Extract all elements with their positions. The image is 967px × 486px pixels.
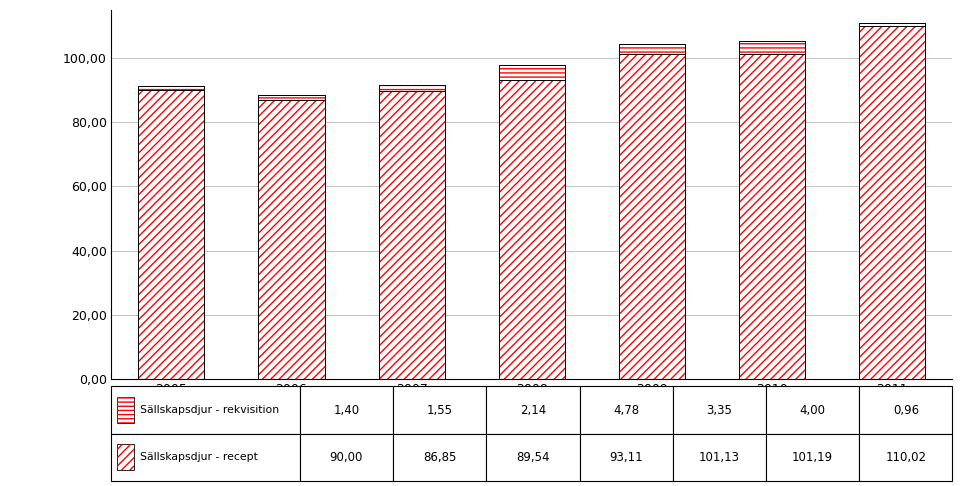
Bar bbox=[379, 91, 445, 379]
Bar bbox=[138, 86, 204, 90]
Bar bbox=[739, 54, 806, 379]
Bar bbox=[860, 386, 952, 434]
Text: 86,85: 86,85 bbox=[423, 451, 456, 464]
Bar bbox=[138, 86, 204, 90]
Bar bbox=[117, 444, 134, 470]
Bar bbox=[673, 434, 766, 481]
Bar bbox=[579, 386, 673, 434]
Text: 110,02: 110,02 bbox=[886, 451, 926, 464]
Bar bbox=[499, 65, 565, 80]
Bar bbox=[379, 85, 445, 91]
Bar bbox=[258, 95, 325, 100]
Bar bbox=[673, 386, 766, 434]
Bar bbox=[499, 65, 565, 80]
Text: 1,55: 1,55 bbox=[426, 403, 453, 417]
Bar bbox=[393, 386, 486, 434]
Text: Sällskapsdjur - rekvisition: Sällskapsdjur - rekvisition bbox=[140, 405, 279, 415]
Bar bbox=[739, 54, 806, 379]
Bar bbox=[379, 85, 445, 91]
Bar bbox=[258, 95, 325, 100]
Text: 2,14: 2,14 bbox=[519, 403, 546, 417]
Bar bbox=[111, 434, 300, 481]
Bar bbox=[379, 91, 445, 379]
Bar bbox=[138, 90, 204, 379]
Text: 101,19: 101,19 bbox=[792, 451, 834, 464]
Bar bbox=[739, 41, 806, 54]
Bar bbox=[579, 434, 673, 481]
Text: 89,54: 89,54 bbox=[516, 451, 549, 464]
Text: 4,78: 4,78 bbox=[613, 403, 639, 417]
Bar bbox=[860, 26, 925, 379]
Bar bbox=[111, 386, 300, 434]
Bar bbox=[739, 41, 806, 54]
Bar bbox=[860, 23, 925, 26]
Bar bbox=[860, 23, 925, 26]
Bar bbox=[486, 434, 579, 481]
Bar bbox=[258, 100, 325, 379]
Bar bbox=[486, 386, 579, 434]
Text: 90,00: 90,00 bbox=[330, 451, 363, 464]
Bar bbox=[619, 54, 685, 379]
Bar bbox=[117, 444, 134, 470]
Text: 93,11: 93,11 bbox=[609, 451, 643, 464]
Text: Sällskapsdjur - recept: Sällskapsdjur - recept bbox=[140, 452, 258, 463]
Bar bbox=[860, 434, 952, 481]
Bar bbox=[499, 80, 565, 379]
Bar bbox=[300, 386, 393, 434]
Text: 101,13: 101,13 bbox=[699, 451, 740, 464]
Text: 3,35: 3,35 bbox=[707, 403, 732, 417]
Text: 1,40: 1,40 bbox=[334, 403, 360, 417]
Text: 4,00: 4,00 bbox=[800, 403, 826, 417]
Bar bbox=[499, 80, 565, 379]
Bar bbox=[619, 54, 685, 379]
Bar bbox=[619, 44, 685, 54]
Bar bbox=[117, 397, 134, 423]
Bar bbox=[766, 386, 860, 434]
Text: 0,96: 0,96 bbox=[893, 403, 919, 417]
Bar bbox=[300, 434, 393, 481]
Bar bbox=[619, 44, 685, 54]
Bar bbox=[138, 90, 204, 379]
Bar bbox=[393, 434, 486, 481]
Bar bbox=[117, 397, 134, 423]
Bar bbox=[258, 100, 325, 379]
Bar bbox=[766, 434, 860, 481]
Bar bbox=[860, 26, 925, 379]
